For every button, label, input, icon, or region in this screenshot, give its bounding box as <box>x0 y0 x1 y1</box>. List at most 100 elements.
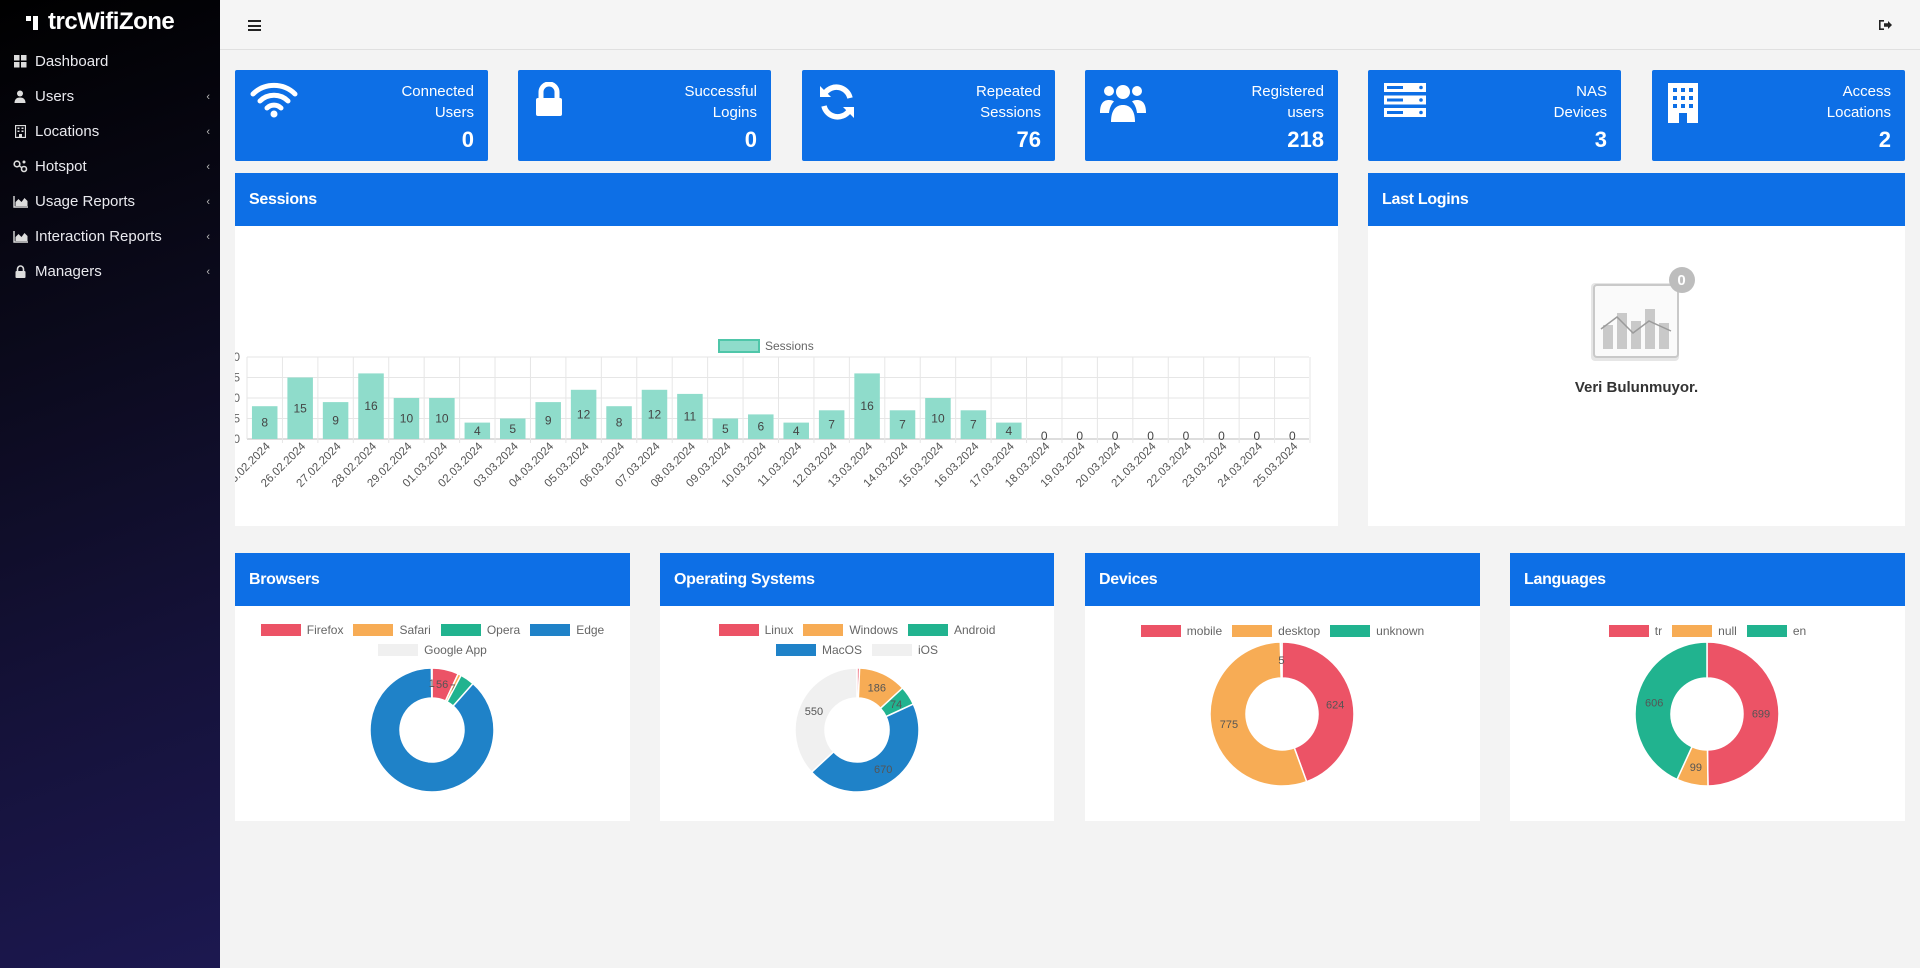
donut-slice-edge[interactable] <box>369 667 495 793</box>
legend-item[interactable]: Android <box>908 622 995 638</box>
legend-item[interactable]: Firefox <box>260 622 343 638</box>
brand-logo[interactable]: trcWifiZone <box>0 0 220 44</box>
legend-item[interactable]: tr <box>1608 622 1662 640</box>
y-tick-label: 20 <box>235 350 240 364</box>
sessions-bar[interactable] <box>570 389 597 439</box>
legend-item[interactable]: Linux <box>718 622 794 638</box>
sessions-bar[interactable] <box>287 377 313 440</box>
sessions-bar[interactable] <box>854 373 880 439</box>
legend-label: en <box>1792 624 1807 638</box>
sessions-bar[interactable] <box>889 410 916 439</box>
legend-item[interactable]: unknown <box>1330 622 1424 640</box>
legend-swatch <box>1232 625 1273 637</box>
bar-value-label: 15 <box>293 401 307 415</box>
legend-item[interactable]: Google App <box>378 642 487 658</box>
legend-label: Safari <box>399 623 431 637</box>
legend-item[interactable]: Windows <box>803 622 898 638</box>
sessions-bar[interactable] <box>358 373 384 439</box>
logout-icon[interactable] <box>1878 19 1892 31</box>
stat-card-nas-devices[interactable]: NAS Devices 3 <box>1368 70 1621 161</box>
sessions-bar[interactable] <box>677 393 703 439</box>
stat-card-connected-users[interactable]: Connected Users 0 <box>235 70 488 161</box>
sessions-bar[interactable] <box>606 406 632 439</box>
devices-panel-title: Devices <box>1085 553 1480 606</box>
sessions-bar[interactable] <box>429 398 455 439</box>
sessions-bar[interactable] <box>535 402 561 439</box>
y-tick-label: 0 <box>235 432 240 446</box>
donut-slice-mobile[interactable] <box>1281 641 1355 783</box>
os-panel: Operating Systems Linux Windows Android Mac… <box>660 553 1054 821</box>
sidebar-item-dashboard[interactable]: Dashboard <box>0 44 220 79</box>
sessions-bar[interactable] <box>748 414 774 439</box>
sessions-bar[interactable] <box>641 389 668 439</box>
bar-value-label: 9 <box>332 414 339 428</box>
stat-label: Connected Users <box>344 81 474 123</box>
donut-slice-macos[interactable] <box>810 703 920 793</box>
chevron-left-icon: ‹ <box>206 125 210 138</box>
legend-item[interactable]: Opera <box>440 622 520 638</box>
legend-item[interactable]: Edge <box>530 622 604 638</box>
bar-value-label: 16 <box>364 399 378 413</box>
sessions-bar[interactable] <box>783 422 809 439</box>
stat-label: Repeated Sessions <box>911 81 1041 123</box>
legend-item[interactable]: iOS <box>872 642 938 658</box>
stat-card-access-locations[interactable]: Access Locations 2 <box>1652 70 1905 161</box>
sidebar-item-managers[interactable]: Managers ‹ <box>0 254 220 289</box>
slice-value-label: 775 <box>1220 719 1238 731</box>
stat-value: 0 <box>461 127 474 152</box>
sidebar-item-users[interactable]: Users ‹ <box>0 79 220 114</box>
donut-slice-unknown[interactable] <box>1279 641 1283 679</box>
building-icon <box>12 124 28 140</box>
sidebar-item-interaction-reports[interactable]: Interaction Reports ‹ <box>0 219 220 254</box>
sessions-bar[interactable] <box>499 418 526 440</box>
donut-slice-en[interactable] <box>1634 641 1708 781</box>
sessions-bar[interactable] <box>925 398 951 439</box>
bar-value-label: 0 <box>1112 429 1119 443</box>
legend-item[interactable]: null <box>1672 622 1737 640</box>
bar-value-label: 7 <box>899 418 906 432</box>
sessions-bar[interactable] <box>960 410 987 439</box>
slice-value-label: 606 <box>1645 697 1663 709</box>
slice-value-label: 56 <box>436 679 448 691</box>
bar-value-label: 5 <box>722 422 729 436</box>
legend-label: Linux <box>764 623 794 637</box>
bar-value-label: 4 <box>1005 424 1012 438</box>
sessions-bar[interactable] <box>996 422 1022 439</box>
stat-value: 3 <box>1594 127 1607 152</box>
donut-slice-desktop[interactable] <box>1209 641 1308 787</box>
devices-panel: Devices mobile desktop unknown 624 775 5 <box>1085 553 1480 821</box>
sidebar-item-usage-reports[interactable]: Usage Reports ‹ <box>0 184 220 219</box>
donut-slice-tr[interactable] <box>1706 641 1780 787</box>
bar-value-label: 8 <box>616 416 623 430</box>
legend-label: null <box>1718 624 1737 638</box>
sidebar-item-locations[interactable]: Locations ‹ <box>0 114 220 149</box>
sessions-bar[interactable] <box>322 402 349 439</box>
sessions-bar[interactable] <box>712 418 739 440</box>
sessions-bar[interactable] <box>818 410 845 439</box>
legend-item[interactable]: MacOS <box>775 642 862 658</box>
stat-value: 2 <box>1878 127 1891 152</box>
sessions-bar[interactable] <box>393 398 420 439</box>
donut-slice-ios[interactable] <box>794 667 858 774</box>
sessions-panel-title: Sessions <box>235 173 1338 226</box>
stat-card-successful-logins[interactable]: Successful Logins 0 <box>518 70 771 161</box>
legend-swatch <box>1672 625 1713 637</box>
sessions-bar[interactable] <box>251 406 278 439</box>
os-legend: Linux Windows Android MacOS iOS <box>660 622 1054 658</box>
sidebar-item-hotspot[interactable]: Hotspot ‹ <box>0 149 220 184</box>
stat-card-repeated-sessions[interactable]: Repeated Sessions 76 <box>802 70 1055 161</box>
server-icon <box>1383 82 1427 123</box>
stat-card-registered-users[interactable]: Registered users 218 <box>1085 70 1338 161</box>
legend-swatch <box>1608 625 1649 637</box>
menu-toggle-icon[interactable] <box>248 20 261 31</box>
legend-item[interactable]: Safari <box>353 622 431 638</box>
languages-donut-chart: 699 99 606 <box>1634 641 1780 787</box>
legend-item[interactable]: mobile <box>1140 622 1222 640</box>
bar-value-label: 4 <box>793 424 800 438</box>
y-tick-label: 15 <box>235 371 240 385</box>
legend-item[interactable]: en <box>1746 622 1807 640</box>
chevron-left-icon: ‹ <box>206 90 210 103</box>
sessions-bar[interactable] <box>464 422 491 439</box>
legend-label: MacOS <box>821 643 862 657</box>
legend-item[interactable]: desktop <box>1232 622 1320 640</box>
